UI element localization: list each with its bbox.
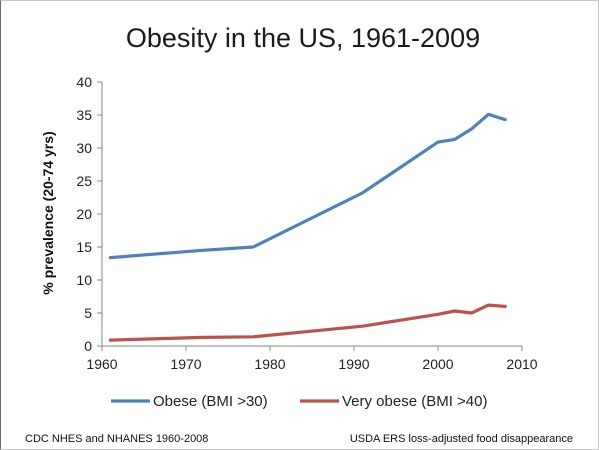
y-tick-label: 40 <box>76 74 92 90</box>
legend: Obese (BMI >30) Very obese (BMI >40) <box>111 393 488 410</box>
y-tick-label: 20 <box>76 206 92 222</box>
legend-label-obese: Obese (BMI >30) <box>153 393 268 410</box>
source-note-left: CDC NHES and NHANES 1960-2008 <box>25 433 208 445</box>
x-tick-label: 1990 <box>338 356 369 372</box>
x-tick-label: 1960 <box>86 356 117 372</box>
x-tick-label: 1970 <box>170 356 201 372</box>
x-tick-label: 2010 <box>506 356 537 372</box>
series-line-obese <box>108 112 507 260</box>
x-axis-ticks: 1960 1970 1980 1990 2000 2010 <box>86 346 538 372</box>
x-tick-label: 1980 <box>254 356 285 372</box>
y-tick-label: 25 <box>76 173 92 189</box>
y-tick-label: 5 <box>84 305 92 321</box>
axes <box>101 82 522 347</box>
y-tick-label: 30 <box>76 140 92 156</box>
y-tick-label: 10 <box>76 272 92 288</box>
y-tick-label: 35 <box>76 107 92 123</box>
y-axis-label: % prevalence (20-74 yrs) <box>40 131 56 294</box>
chart-title: Obesity in the US, 1961-2009 <box>126 23 480 53</box>
legend-label-very-obese: Very obese (BMI >40) <box>342 393 488 410</box>
y-axis-ticks: 0 5 10 15 20 25 30 35 40 <box>76 74 102 354</box>
series-line-very-obese <box>108 303 507 342</box>
series-lines <box>108 112 507 342</box>
source-note-right: USDA ERS loss-adjusted food disappearanc… <box>350 433 573 445</box>
x-tick-label: 2000 <box>422 356 453 372</box>
y-tick-label: 0 <box>84 338 92 354</box>
y-tick-label: 15 <box>76 239 92 255</box>
